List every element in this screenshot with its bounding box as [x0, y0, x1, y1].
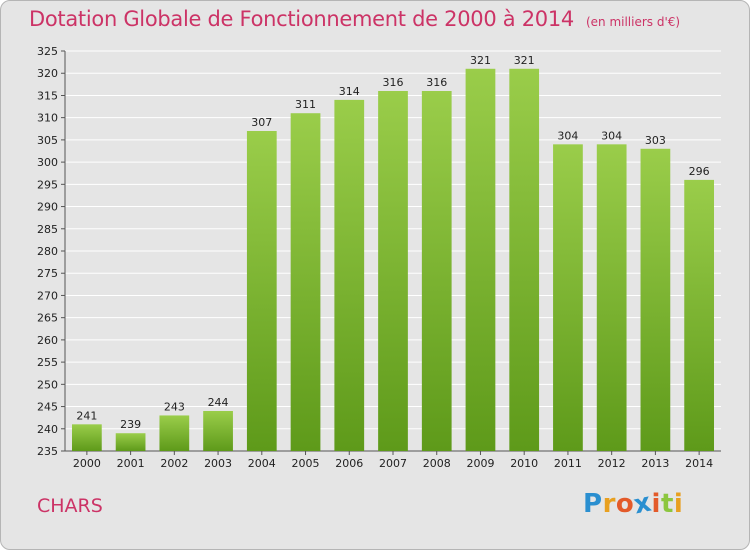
- proxiti-logo[interactable]: Proxiti: [583, 488, 684, 521]
- y-tick-label: 260: [37, 334, 58, 347]
- y-axis: 235 240 245 250 255 260 265 270 275 280 285 290 295 3…: [37, 45, 721, 458]
- y-tick-label: 240: [37, 423, 58, 436]
- bar-value-label: 243: [164, 400, 185, 413]
- logo-letter: r: [602, 489, 616, 519]
- bar-value-label: 241: [76, 409, 97, 422]
- bar-value-label: 321: [514, 54, 535, 67]
- x-tick-label: 2008: [423, 457, 451, 470]
- bar-value-label: 316: [383, 76, 404, 89]
- bar: [509, 68, 540, 452]
- bar: [378, 91, 408, 451]
- y-tick-label: 280: [37, 245, 58, 258]
- x-tick-label: 2003: [204, 457, 232, 470]
- bar: [334, 99, 365, 451]
- bars: 241 239 243 244 307 311 314 316 316 321 321 304 304 3…: [71, 54, 715, 452]
- chart-title: Dotation Globale de Fonctionnement de 20…: [29, 7, 680, 31]
- chart-subtitle: (en milliers d'€): [585, 15, 681, 29]
- bar: [290, 113, 321, 451]
- bar-value-label: 316: [426, 76, 447, 89]
- y-tick-label: 315: [37, 89, 58, 102]
- bar-value-label: 307: [251, 116, 272, 129]
- bar: [159, 415, 190, 451]
- bar-value-label: 311: [295, 98, 316, 111]
- x-tick-label: 2002: [160, 457, 188, 470]
- x-tick-label: 2006: [335, 457, 363, 470]
- y-tick-label: 255: [37, 356, 58, 369]
- bar-value-label: 314: [339, 85, 360, 98]
- logo-letter: o: [615, 489, 635, 519]
- x-tick-label: 2005: [292, 457, 320, 470]
- logo-letter: t: [660, 489, 674, 519]
- y-tick-label: 285: [37, 223, 58, 236]
- x-tick-label: 2012: [598, 457, 626, 470]
- bar-value-label: 304: [557, 129, 578, 142]
- bar: [203, 411, 233, 451]
- x-axis: 2000 2001 2002 2003 2004 2005 2006 2007 2008 2009…: [73, 451, 713, 470]
- x-tick-label: 2001: [117, 457, 145, 470]
- y-tick-label: 325: [37, 45, 58, 58]
- x-tick-label: 2014: [685, 457, 713, 470]
- y-tick-label: 310: [37, 112, 58, 125]
- bar: [553, 144, 583, 452]
- bar-value-label: 321: [470, 54, 491, 67]
- bar-value-label: 296: [689, 165, 710, 178]
- bar: [465, 68, 496, 452]
- y-tick-label: 275: [37, 267, 58, 280]
- y-tick-label: 270: [37, 289, 58, 302]
- y-tick-label: 235: [37, 445, 58, 458]
- bar: [421, 91, 452, 451]
- x-tick-label: 2009: [466, 457, 494, 470]
- y-tick-label: 295: [37, 178, 58, 191]
- y-tick-label: 320: [37, 67, 58, 80]
- y-tick-label: 305: [37, 134, 58, 147]
- bar: [246, 131, 277, 451]
- bar: [71, 424, 102, 451]
- x-tick-label: 2007: [379, 457, 407, 470]
- y-tick-label: 300: [37, 156, 58, 169]
- y-tick-label: 290: [37, 201, 58, 214]
- logo-letter: i: [673, 489, 684, 519]
- commune-name: CHARS: [37, 495, 103, 517]
- bar: [640, 148, 671, 451]
- y-tick-label: 265: [37, 312, 58, 325]
- x-tick-label: 2011: [554, 457, 582, 470]
- y-tick-label: 245: [37, 401, 58, 414]
- chart-title-text: Dotation Globale de Fonctionnement de 20…: [29, 7, 574, 31]
- bar-value-label: 239: [120, 418, 141, 431]
- x-tick-label: 2010: [510, 457, 538, 470]
- bar: [684, 179, 715, 451]
- logo-letter: i: [651, 489, 661, 519]
- bar: [115, 433, 146, 451]
- x-tick-label: 2013: [641, 457, 669, 470]
- bar: [596, 144, 627, 452]
- y-tick-label: 250: [37, 378, 58, 391]
- bar-value-label: 304: [601, 129, 622, 142]
- x-tick-label: 2000: [73, 457, 101, 470]
- x-tick-label: 2004: [248, 457, 276, 470]
- logo-letter: P: [583, 489, 603, 519]
- bar-value-label: 244: [208, 396, 229, 409]
- bar-value-label: 303: [645, 134, 666, 147]
